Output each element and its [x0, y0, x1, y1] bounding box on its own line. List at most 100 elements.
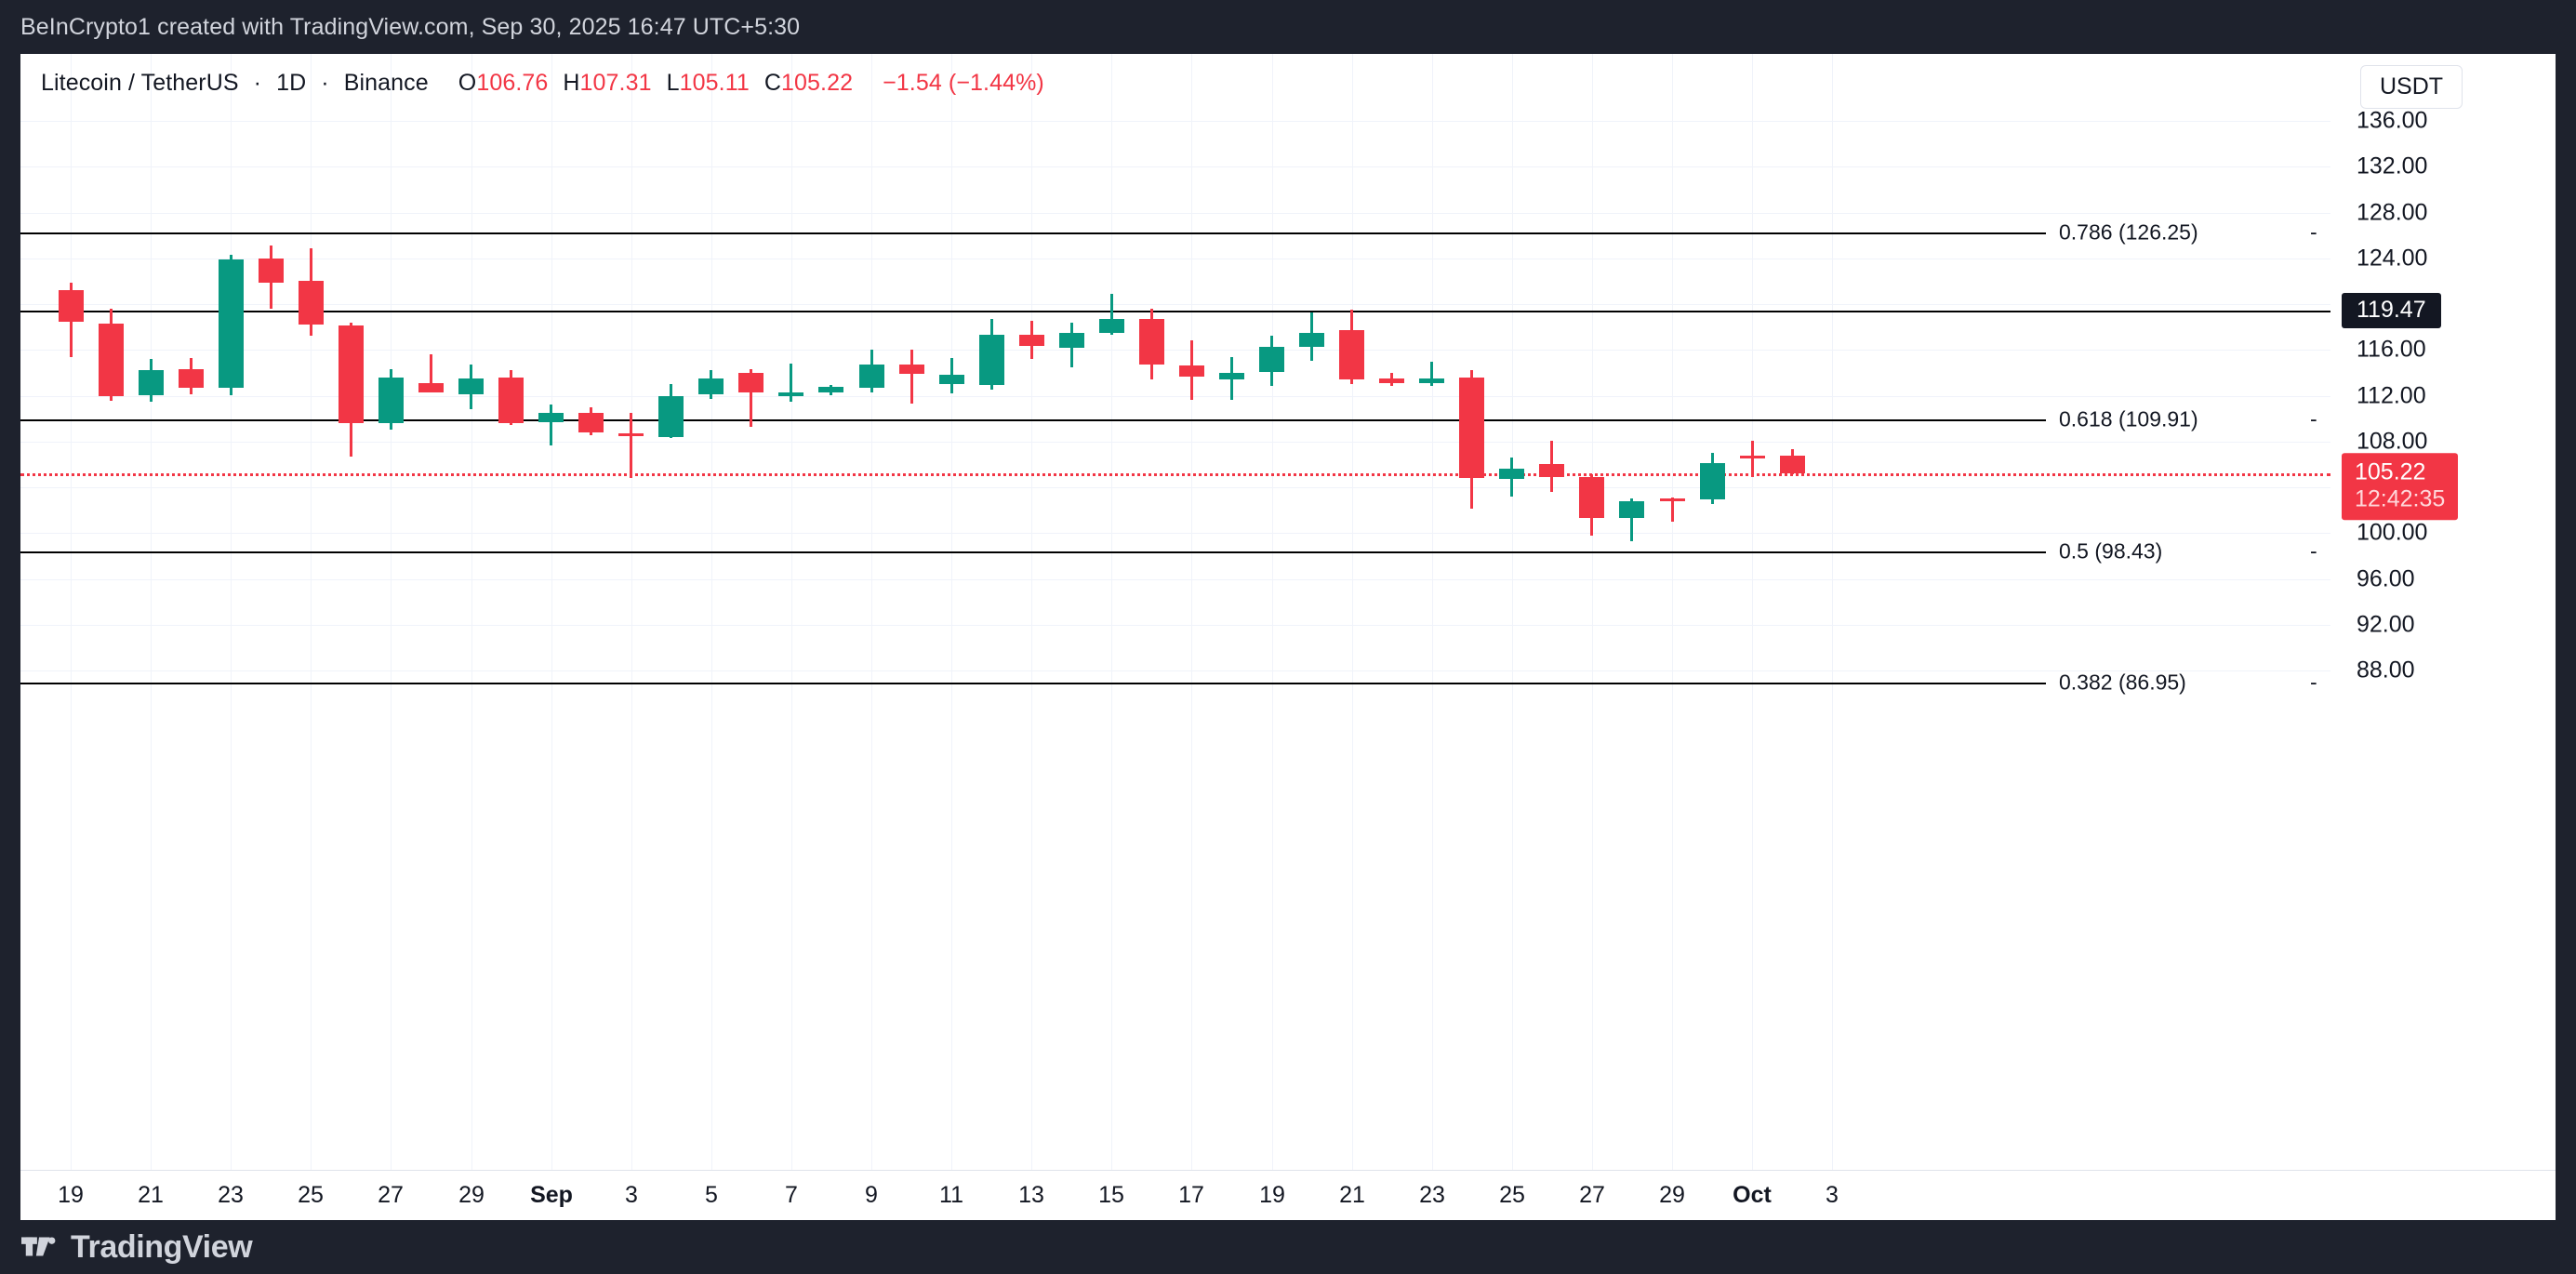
legend-low-value: 105.11	[679, 70, 750, 96]
time-tick-label: 27	[378, 1182, 404, 1208]
footer-bar: TradingView	[0, 1220, 2576, 1274]
fib-0382-scale-marker: -	[2310, 670, 2317, 695]
price-tick-label: 108.00	[2357, 428, 2428, 455]
candle-body	[1299, 333, 1324, 347]
fib-0618-line[interactable]	[20, 419, 2046, 421]
candle-body	[1459, 378, 1484, 478]
legend-open-value: 106.76	[476, 70, 549, 96]
horizontal-gridline	[20, 350, 2330, 351]
time-tick-label: 3	[625, 1182, 638, 1208]
time-tick-label: Sep	[530, 1182, 573, 1208]
vertical-gridline	[791, 54, 792, 1170]
candle-body	[1059, 333, 1084, 348]
candle-body	[1179, 365, 1204, 377]
price-tick-label: 96.00	[2357, 565, 2415, 592]
fib-0786-line[interactable]	[20, 232, 2046, 234]
plot-area[interactable]: 0.786 (126.25) - 0.618 (109.91) - 0.5 (98.43…	[20, 54, 2330, 1170]
candle-body	[299, 281, 324, 325]
price-scale[interactable]: USDT 136.00132.00128.00124.00120.00116.0…	[2330, 54, 2556, 1170]
candle-body	[778, 392, 803, 396]
close-level-badge[interactable]: 119.47	[2342, 293, 2441, 328]
vertical-gridline	[951, 54, 952, 1170]
candle-body	[458, 378, 484, 394]
candle-body	[219, 259, 244, 388]
vertical-gridline	[311, 54, 312, 1170]
vertical-gridline	[1512, 54, 1513, 1170]
time-tick-label: 19	[1259, 1182, 1285, 1208]
tradingview-logo[interactable]: TradingView	[0, 1229, 253, 1266]
candle-body	[1780, 456, 1805, 473]
fib-05-label[interactable]: 0.5 (98.43)	[2059, 538, 2163, 564]
candle-body	[1539, 464, 1564, 477]
price-tick-label: 132.00	[2357, 153, 2428, 179]
vertical-gridline	[1432, 54, 1433, 1170]
legend-high-value: 107.31	[579, 70, 652, 96]
close-level-line[interactable]	[20, 311, 2330, 312]
vertical-gridline	[1752, 54, 1753, 1170]
vertical-gridline	[1111, 54, 1112, 1170]
time-tick-label: 25	[1499, 1182, 1525, 1208]
candle-body	[1019, 335, 1044, 346]
candle-wick	[1430, 362, 1433, 386]
candlestick-series[interactable]	[20, 54, 2330, 1170]
candle-body	[99, 324, 124, 396]
fib-0618-label[interactable]: 0.618 (109.91)	[2059, 406, 2198, 431]
legend-close-label: C	[764, 70, 782, 96]
horizontal-gridline	[20, 121, 2330, 122]
vertical-gridline	[71, 54, 72, 1170]
price-tick-label: 136.00	[2357, 107, 2428, 134]
candle-body	[1740, 456, 1765, 458]
horizontal-gridline	[20, 670, 2330, 671]
legend-open-label: O	[458, 70, 477, 96]
attribution-bar: BeInCrypto1 created with TradingView.com…	[0, 0, 2576, 54]
time-tick-label: 5	[705, 1182, 718, 1208]
legend-exchange[interactable]: Binance	[343, 70, 429, 96]
chart-panel[interactable]: Litecoin / TetherUS · 1D · Binance O106.76 H10…	[20, 54, 2556, 1170]
candle-wick	[910, 350, 913, 404]
candle-body	[139, 370, 164, 395]
horizontal-gridline	[20, 442, 2330, 443]
candle-body	[1619, 501, 1644, 518]
currency-badge[interactable]: USDT	[2360, 65, 2463, 109]
fib-0786-label[interactable]: 0.786 (126.25)	[2059, 219, 2198, 245]
candle-body	[899, 365, 924, 374]
fib-0786-scale-marker: -	[2310, 219, 2317, 245]
time-scale[interactable]: 19 21 23 25 27 29 Sep 3 5 7 9 11 13 15 17 19 21 23 25 27 29 O…	[20, 1170, 2556, 1220]
chart-legend[interactable]: Litecoin / TetherUS · 1D · Binance O106.76 H10…	[41, 70, 1044, 97]
time-tick-label: 9	[865, 1182, 878, 1208]
vertical-gridline	[1272, 54, 1273, 1170]
legend-symbol[interactable]: Litecoin / TetherUS	[41, 70, 239, 96]
candle-wick	[630, 413, 632, 478]
time-tick-label: 23	[1419, 1182, 1445, 1208]
time-tick-label: 19	[58, 1182, 84, 1208]
candle-body	[738, 373, 764, 392]
candle-body	[538, 413, 564, 422]
candle-body	[1219, 373, 1244, 379]
legend-close-value: 105.22	[781, 70, 854, 96]
candle-body	[1579, 477, 1604, 518]
price-tick-label: 112.00	[2357, 382, 2426, 409]
last-price-badge[interactable]: 105.22 12:42:35	[2342, 453, 2459, 520]
candle-body	[1139, 319, 1164, 365]
attribution-text: BeInCrypto1 created with TradingView.com…	[20, 13, 801, 40]
legend-interval[interactable]: 1D	[276, 70, 307, 96]
fib-0382-line[interactable]	[20, 683, 2046, 684]
candle-body	[418, 383, 444, 392]
time-tick-label: 29	[458, 1182, 485, 1208]
horizontal-gridline	[20, 213, 2330, 214]
candle-wick	[1630, 498, 1633, 541]
candle-body	[1099, 319, 1124, 333]
candle-body	[618, 433, 644, 436]
candle-body	[339, 325, 364, 423]
candle-body	[939, 375, 964, 384]
fib-0382-label[interactable]: 0.382 (86.95)	[2059, 670, 2186, 695]
last-price-line	[20, 473, 2330, 476]
price-tick-label: 92.00	[2357, 611, 2415, 638]
candle-wick	[550, 405, 552, 445]
candle-body	[1499, 469, 1524, 479]
fib-05-line[interactable]	[20, 551, 2046, 553]
horizontal-gridline	[20, 533, 2330, 534]
time-tick-label: 15	[1098, 1182, 1124, 1208]
candle-body	[859, 365, 884, 388]
legend-separator-2: ·	[321, 70, 329, 96]
